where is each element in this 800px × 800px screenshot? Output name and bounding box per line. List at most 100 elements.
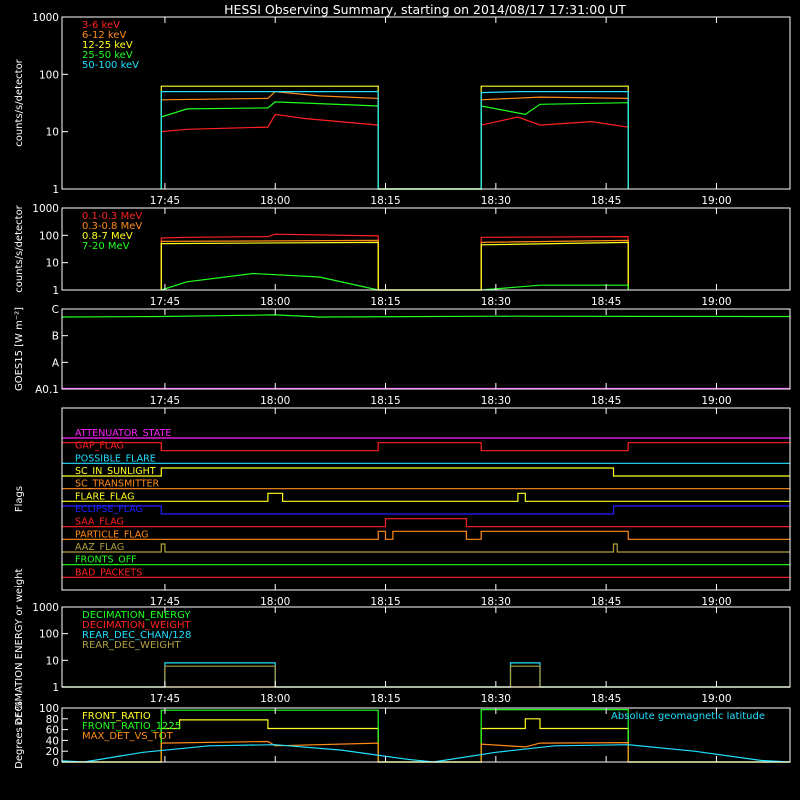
series-line-flags-3 [62,467,790,477]
flag-label: FRONTS_OFF [75,555,137,566]
legend-entry: 25-50 keV [82,50,133,61]
y-tick-label: 20 [46,746,59,758]
legend-entry: 3-6 keV [82,20,120,31]
x-tick-label: 18:45 [591,693,621,705]
y-tick-label: 1 [52,184,59,196]
legend-entry: DECIMATION_WEIGHT [82,620,191,631]
x-tick-label: 19:00 [701,195,731,207]
y-tick-label: 40 [46,735,59,747]
flag-label: FLARE_FLAG [75,491,135,502]
legend-entry: 0.1-0.3 MeV [82,211,142,222]
flag-label: SC_TRANSMITTER [75,479,160,490]
x-tick-label: 18:00 [260,693,290,705]
x-tick-label: 18:45 [591,195,621,207]
series-line-flags-7 [62,518,790,528]
panel-frame [61,407,791,591]
series-line-flags-6 [62,505,790,515]
y-tick-label: 1 [52,682,59,694]
legend-entry: DECIMATION_ENERGY [82,610,191,621]
panel-frame [61,707,791,763]
y-tick-label: 60 [46,725,59,737]
x-tick-label: 18:15 [370,596,400,608]
y-tick-label: B [52,331,59,343]
y-tick-label: 10 [46,258,59,270]
x-tick-label: 18:15 [370,693,400,705]
x-tick-label: 19:00 [701,596,731,608]
x-tick-label: 18:15 [370,395,400,407]
x-tick-label: 18:15 [370,195,400,207]
flag-label: ECLIPSE_FLAG [75,504,143,515]
x-tick-label: 17:45 [150,596,180,608]
x-tick-label: 18:45 [591,596,621,608]
legend-entry: 6-12 keV [82,30,126,41]
y-tick-label: 100 [39,69,59,81]
y-tick-label: 1000 [32,203,59,215]
y-axis-label: counts/s/detector [14,58,25,146]
series-line-flags-5 [62,492,790,502]
x-tick-label: 18:30 [481,395,511,407]
x-tick-label: 18:30 [481,693,511,705]
x-tick-label: 18:00 [260,195,290,207]
x-tick-label: 18:30 [481,596,511,608]
y-tick-label: 1000 [32,602,59,614]
x-tick-label: 17:45 [150,395,180,407]
panel-goes: 17:45 18:00 18:15 18:30 18:45 19:00 A0.1 A B C GOE… [14,304,791,407]
panel-frame [61,16,791,190]
legend-entry: REAR_DEC_WEIGHT [82,640,181,651]
x-tick-label: 19:00 [701,693,731,705]
y-axis-label: counts/s/detector [14,204,25,292]
x-tick-label: 19:00 [701,395,731,407]
panel-count_rates_high: 17:45 18:00 18:15 18:30 18:45 19:00 1 10 100 1000… [14,203,791,308]
flag-label: POSSIBLE_FLARE [75,453,156,464]
legend-entry: FRONT_RATIO_1225 [82,721,181,732]
y-tick-label: A0.1 [35,384,59,396]
panel-frame [61,606,791,688]
x-tick-label: 18:00 [260,395,290,407]
panel-frame [61,308,791,390]
flag-label: SAA_FLAG [75,517,124,528]
y-tick-label: 80 [46,714,59,726]
panel-flags: 17:45 18:00 18:15 18:30 18:45 19:00 Flags ATTEN… [14,407,791,608]
legend-entry: 0.3-0.8 MeV [82,221,142,232]
y-tick-label: C [52,304,59,316]
legend-entry: 12-25 keV [82,40,133,51]
y-axis-label: Flags [14,486,25,512]
y-tick-label: 10 [46,127,59,139]
y-tick-label: 1000 [32,12,59,24]
series-line-flags-1 [62,442,790,452]
x-tick-label: 18:00 [260,596,290,608]
flag-label: BAD_PACKETS [75,567,142,578]
panel-decimation: 17:45 18:00 18:15 18:30 18:45 19:00 1 10 100 1000… [14,568,791,725]
series-line-flags-8 [62,530,790,540]
series-line-ratios-3 [61,744,791,763]
legend-entry: 50-100 keV [82,60,139,71]
y-tick-label: 100 [39,230,59,242]
y-tick-label: 100 [39,703,59,715]
x-tick-label: 19:00 [701,296,731,308]
x-tick-label: 17:45 [150,195,180,207]
x-tick-label: 18:15 [370,296,400,308]
legend-entry: FRONT_RATIO [82,711,151,722]
y-axis-label: DECIMATION ENERGY or weight [14,568,25,725]
legend-entry: 7-20 MeV [82,241,130,252]
x-tick-label: 18:45 [591,296,621,308]
legend-entry: MAX_DET_VS_TOT [82,731,174,742]
y-tick-label: 10 [46,655,59,667]
series-line-count_rates_high-0 [160,233,629,291]
panels: 17:45 18:00 18:15 18:30 18:45 19:001101001000… [14,12,791,769]
x-tick-label: 17:45 [150,296,180,308]
y-axis-label: Degrees or % [14,701,25,769]
panel-frame [61,207,791,291]
series-line-goes-0 [61,314,791,318]
flag-label: ATTENUATOR_STATE [75,428,171,439]
x-tick-label: 18:30 [481,296,511,308]
x-tick-label: 18:45 [591,395,621,407]
x-tick-label: 17:45 [150,693,180,705]
legend-entry: REAR_DEC_CHAN/128 [82,630,191,641]
y-axis-label: GOES15 [W m⁻²] [14,307,25,391]
flag-label: SC_IN_SUNLIGHT [75,466,156,477]
y-tick-label: A [52,357,60,369]
